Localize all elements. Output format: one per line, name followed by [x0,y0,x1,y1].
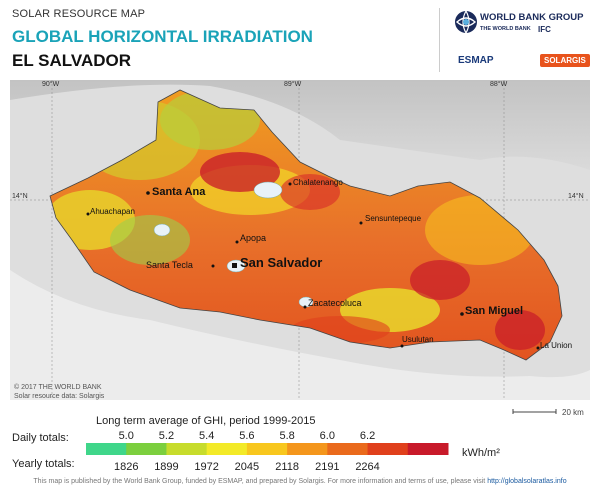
city-santa-tecla: Santa Tecla [146,260,193,270]
city-marker [359,221,363,225]
city-zacatecoluca: Zacatecoluca [308,298,362,308]
city-marker [211,264,215,268]
legend-swatch [166,443,208,455]
city-la-union: La Union [540,341,572,350]
map-title: GLOBAL HORIZONTAL IRRADIATION [12,27,313,46]
world-bank-logo: THE WORLD BANK [480,26,531,32]
daily-tick-label: 5.8 [279,430,294,442]
footer: This map is published by the World Bank … [0,478,600,485]
daily-tick-label: 5.4 [199,430,214,442]
legend-swatch [367,443,409,455]
legend-swatch [86,443,127,455]
city-usulutan: Usulutan [402,335,434,344]
map-subtitle: SOLAR RESOURCE MAP [12,8,146,20]
yearly-tick-label: 2191 [315,461,339,473]
city-san-salvador: San Salvador [240,255,322,270]
city-marker [460,312,464,316]
city-santa-ana: Santa Ana [152,186,206,198]
ghi-map: 90°W 89°W 88°W 14°N 14°N Santa Ana Chala… [10,80,590,400]
daily-tick-label: 5.2 [159,430,174,442]
city-marker [400,344,404,348]
legend-swatch [327,443,369,455]
daily-tick-label: 6.2 [360,430,375,442]
esmap-logo: ESMAP [458,55,494,66]
city-apopa: Apopa [240,233,266,243]
yearly-tick-label: 2118 [275,461,299,473]
lat-label-left: 14°N [12,192,28,200]
legend-swatch [407,443,449,455]
country-name: EL SALVADOR [12,51,132,70]
city-marker [86,212,90,216]
ifc-logo: IFC [538,25,551,34]
data-source: Solar resource data: Solargis [14,393,105,400]
daily-tick-label: 5.0 [119,430,134,442]
header-divider [439,8,440,72]
lat-label-right: 14°N [568,192,584,200]
yearly-tick-label: 1972 [194,461,218,473]
legend-color-bar: 5.0 5.2 5.4 5.6 5.8 6.0 6.2 1826 1899 1972 2045 211… [86,430,449,473]
legend-swatch [206,443,248,455]
map-credit: © 2017 THE WORLD BANK Solar resource dat… [14,383,104,401]
legend-unit: kWh/m² [462,447,500,459]
logos: WORLD BANK GROUP THE WORLD BANK IFC ESMA… [446,6,594,76]
lon-label-88w: 88°W [490,80,508,88]
daily-tick-label: 6.0 [320,430,335,442]
map-copyright: © 2017 THE WORLD BANK [14,384,102,391]
yearly-tick-label: 1826 [114,461,138,473]
legend-caption: Long term average of GHI, period 1999-20… [96,415,316,427]
yearly-totals-label: Yearly totals: [12,458,75,470]
footer-text: This map is published by the World Bank … [33,478,486,485]
yearly-tick-label: 2264 [355,461,379,473]
city-marker [288,182,292,186]
legend-swatch [287,443,328,455]
city-chalatenango: Chalatenango [293,178,343,187]
lon-label-90w: 90°W [42,80,60,88]
lon-label-89w: 89°W [284,80,302,88]
city-marker [235,240,239,244]
world-bank-globe-icon [455,10,477,34]
city-sensuntepeque: Sensuntepeque [365,214,422,223]
city-marker [536,346,540,350]
footer-link[interactable]: http://globalsolaratlas.info [487,478,567,485]
yearly-tick-label: 2045 [235,461,259,473]
daily-tick-label: 5.6 [239,430,254,442]
world-bank-group-logo: WORLD BANK GROUP [480,12,584,23]
solargis-logo: SOLARGIS [540,54,590,67]
city-san-miguel: San Miguel [465,305,523,317]
yearly-tick-label: 1899 [154,461,178,473]
legend-swatch [126,443,167,455]
country-border [49,89,563,361]
scale-label: 20 km [562,408,584,417]
city-marker [146,191,150,195]
legend-swatch [246,443,288,455]
city-marker [303,305,307,309]
daily-totals-label: Daily totals: [12,432,69,444]
scale-bar [512,409,557,414]
capital-marker [232,263,237,268]
city-ahuachapan: Ahuachapan [90,207,135,216]
